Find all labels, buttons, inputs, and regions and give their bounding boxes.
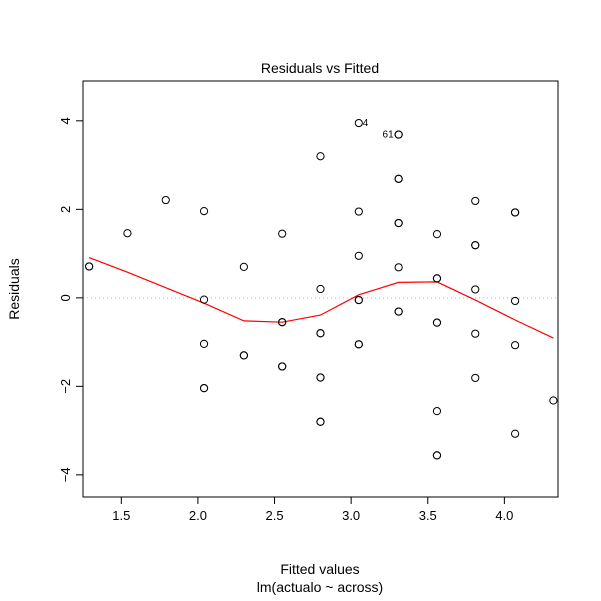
- point-label: 4: [363, 118, 369, 129]
- x-tick-label: 1.5: [112, 508, 130, 523]
- data-point: [394, 130, 403, 139]
- y-tick-label: −2: [58, 379, 73, 394]
- data-point: [510, 341, 520, 350]
- data-point: [199, 339, 209, 348]
- data-point: [471, 373, 480, 383]
- data-point: [316, 152, 325, 161]
- data-point: [432, 274, 442, 283]
- data-point: [199, 384, 209, 393]
- y-tick-label: −4: [58, 467, 73, 482]
- data-point: [510, 429, 520, 438]
- data-point: [239, 351, 248, 360]
- data-point: [316, 373, 325, 382]
- x-tick-label: 3.0: [342, 508, 360, 523]
- data-point: [471, 329, 480, 338]
- data-point: [471, 241, 480, 250]
- data-point: [85, 262, 94, 271]
- x-tick-label: 4.0: [495, 508, 513, 523]
- data-point: [161, 195, 170, 205]
- data-point: [199, 295, 209, 304]
- data-point: [394, 307, 403, 316]
- data-point: [510, 208, 520, 217]
- model-formula-subtitle: lm(actualo ~ across): [257, 579, 383, 595]
- data-point: [471, 196, 480, 206]
- data-point: [354, 207, 363, 216]
- data-point: [510, 296, 520, 306]
- smooth-line: [88, 257, 554, 339]
- chart-title: Residuals vs Fitted: [261, 60, 379, 76]
- data-point: [123, 229, 132, 238]
- data-point: [432, 318, 442, 327]
- data-point: [432, 451, 442, 460]
- y-tick-label: 2: [58, 206, 73, 213]
- x-axis-label: Fitted values: [280, 561, 359, 577]
- data-point: [394, 263, 403, 272]
- data-point: [239, 262, 248, 271]
- data-point: [354, 118, 363, 128]
- y-axis: −4 −2 0 2 4: [58, 117, 83, 482]
- x-tick-label: 2.0: [189, 508, 207, 523]
- point-labels-layer: 4 61: [363, 118, 394, 141]
- data-point: [316, 417, 325, 426]
- data-point: [199, 207, 209, 216]
- smooth-line-layer: [88, 257, 554, 339]
- y-tick-label: 4: [58, 117, 73, 124]
- data-point: [316, 284, 325, 294]
- data-point: [354, 295, 363, 305]
- point-label: 61: [383, 130, 395, 141]
- data-point: [471, 285, 480, 294]
- data-point: [354, 340, 363, 349]
- x-tick-label: 3.5: [419, 508, 437, 523]
- x-axis: 1.5 2.0 2.5 3.0 3.5 4.0: [112, 497, 513, 523]
- y-axis-label: Residuals: [6, 258, 22, 319]
- data-point: [278, 362, 287, 371]
- data-point: [432, 407, 442, 416]
- plot-frame: [82, 80, 559, 498]
- data-point: [354, 251, 363, 260]
- x-tick-label: 2.5: [265, 508, 283, 523]
- data-point: [278, 229, 287, 238]
- data-point: [394, 174, 403, 183]
- data-point: [549, 396, 558, 405]
- data-points-layer: [85, 118, 558, 460]
- data-point: [432, 230, 442, 239]
- data-point: [316, 329, 325, 338]
- y-tick-label: 0: [58, 294, 73, 301]
- data-point: [394, 218, 403, 228]
- data-point: [278, 318, 287, 327]
